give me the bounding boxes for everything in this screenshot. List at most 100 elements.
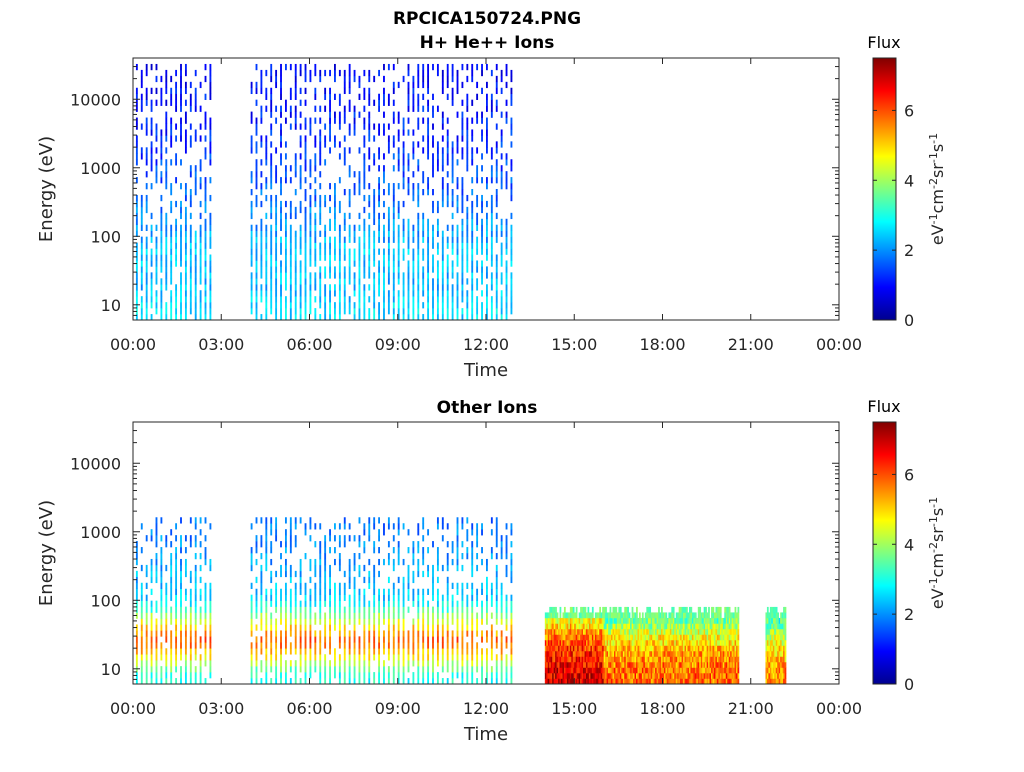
spectrogram-cell [165, 231, 167, 237]
spectrogram-cell [324, 672, 326, 678]
spectrogram-cell [300, 660, 302, 666]
spectrogram-cell [437, 159, 439, 165]
spectrogram-cell [205, 648, 207, 654]
spectrogram-cell [165, 177, 167, 183]
spectrogram-cell [209, 237, 211, 243]
spectrogram-cell [260, 589, 262, 595]
spectrogram-cell [190, 302, 192, 308]
spectrogram-cell [136, 195, 138, 201]
spectrogram-cell [349, 601, 351, 607]
spectrogram-cell [275, 76, 277, 82]
spectrogram-cell [324, 595, 326, 601]
spectrogram-cell [310, 654, 312, 660]
spectrogram-cell [260, 189, 262, 195]
spectrogram-cell [209, 660, 211, 666]
spectrogram-cell [339, 565, 341, 571]
spectrogram-cell [180, 225, 182, 231]
spectrogram-cell [511, 284, 513, 290]
spectrogram-cell [461, 266, 463, 272]
spectrogram-cell [354, 666, 356, 672]
spectrogram-cell [476, 118, 478, 124]
spectrogram-cell [422, 624, 424, 630]
spectrogram-cell [205, 118, 207, 124]
spectrogram-cell [256, 577, 258, 583]
spectrogram-cell [290, 630, 292, 636]
spectrogram-cell [305, 195, 307, 201]
spectrogram-cell [408, 129, 410, 135]
spectrogram-cell [151, 302, 153, 308]
spectrogram-cell [141, 642, 143, 648]
spectrogram-cell [290, 165, 292, 171]
spectrogram-cell [349, 523, 351, 529]
spectrogram-cell [471, 613, 473, 619]
spectrogram-cell [496, 601, 498, 607]
spectrogram-cell [265, 213, 267, 219]
spectrogram-cell [285, 666, 287, 672]
spectrogram-cell [260, 284, 262, 290]
spectrogram-cell [359, 613, 361, 619]
spectrogram-cell [388, 189, 390, 195]
spectrogram-cell [314, 648, 316, 654]
spectrogram-cell [185, 189, 187, 195]
spectrogram-cell [378, 70, 380, 76]
spectrogram-cell [427, 177, 429, 183]
spectrogram-cell [368, 266, 370, 272]
spectrogram-cell [378, 225, 380, 231]
spectrogram-cell [314, 636, 316, 642]
spectrogram-cell [275, 177, 277, 183]
spectrogram-cell [393, 607, 395, 613]
spectrogram-cell [412, 284, 414, 290]
spectrogram-cell [175, 314, 177, 320]
spectrogram-cell [324, 660, 326, 666]
spectrogram-cell [329, 255, 331, 261]
spectrogram-cell [461, 82, 463, 88]
spectrogram-cell [319, 135, 321, 141]
spectrogram-cell [185, 595, 187, 601]
spectrogram-cell [310, 535, 312, 541]
spectrogram-cell [160, 147, 162, 153]
spectrogram-cell [447, 296, 449, 302]
spectrogram-cell [260, 541, 262, 547]
spectrogram-cell [437, 284, 439, 290]
spectrogram-cell [275, 529, 277, 535]
spectrogram-cell [496, 619, 498, 625]
spectrogram-cell [256, 302, 258, 308]
spectrogram-cell [275, 571, 277, 577]
spectrogram-cell [275, 666, 277, 672]
spectrogram-cell [344, 219, 346, 225]
spectrogram-cell [496, 290, 498, 296]
spectrogram-cell [141, 296, 143, 302]
spectrogram-cell [491, 529, 493, 535]
spectrogram-cell [256, 624, 258, 630]
spectrogram-cell [461, 249, 463, 255]
spectrogram-cell [511, 619, 513, 625]
spectrogram-cell [190, 100, 192, 106]
spectrogram-cell [363, 118, 365, 124]
spectrogram-cell [403, 183, 405, 189]
spectrogram-cell [378, 547, 380, 553]
spectrogram-cell [156, 619, 158, 625]
spectrogram-cell [501, 601, 503, 607]
spectrogram-cell [359, 266, 361, 272]
spectrogram-cell [422, 219, 424, 225]
spectrogram-cell [285, 559, 287, 565]
spectrogram-cell [280, 76, 282, 82]
spectrogram-cell [165, 613, 167, 619]
spectrogram-cell [354, 112, 356, 118]
spectrogram-cell [363, 541, 365, 547]
spectrogram-cell [156, 523, 158, 529]
spectrogram-cell [471, 213, 473, 219]
spectrogram-cell [305, 624, 307, 630]
spectrogram-cell [432, 112, 434, 118]
spectrogram-cell [205, 94, 207, 100]
spectrogram-cell [200, 660, 202, 666]
spectrogram-cell [349, 64, 351, 70]
spectrogram-cell [329, 678, 331, 684]
spectrogram-cell [461, 314, 463, 320]
spectrogram-cell [136, 589, 138, 595]
spectrogram-cell [388, 249, 390, 255]
spectrogram-cell [265, 547, 267, 553]
spectrogram-cell [295, 535, 297, 541]
spectrogram-cell [260, 76, 262, 82]
spectrogram-cell [432, 284, 434, 290]
